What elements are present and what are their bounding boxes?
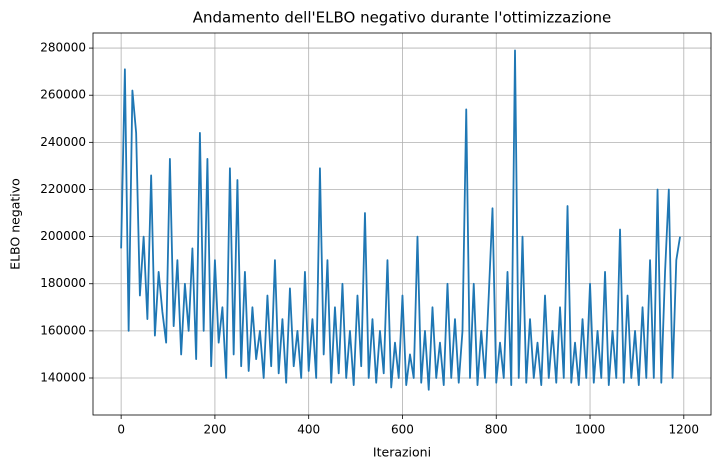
x-tick-label: 0 — [117, 423, 125, 437]
y-tick-label: 220000 — [40, 182, 86, 196]
y-tick-label: 160000 — [40, 323, 86, 337]
x-tick-label: 200 — [203, 423, 226, 437]
y-tick-label: 280000 — [40, 41, 86, 55]
plot-frame — [92, 32, 712, 416]
x-tick-label: 600 — [391, 423, 414, 437]
line-series — [120, 49, 681, 391]
x-tick-label: 400 — [297, 423, 320, 437]
y-tick-label: 200000 — [40, 229, 86, 243]
x-axis-label: Iterazioni — [373, 445, 431, 460]
y-tick-label: 140000 — [40, 371, 86, 385]
x-tick-label: 1000 — [575, 423, 606, 437]
x-tick-label: 800 — [485, 423, 508, 437]
x-tick-label: 1200 — [669, 423, 700, 437]
chart-title: Andamento dell'ELBO negativo durante l'o… — [193, 9, 611, 27]
y-tick-label: 180000 — [40, 276, 86, 290]
y-tick-label: 260000 — [40, 88, 86, 102]
y-tick-label: 240000 — [40, 135, 86, 149]
y-axis-label: ELBO negativo — [8, 178, 23, 270]
